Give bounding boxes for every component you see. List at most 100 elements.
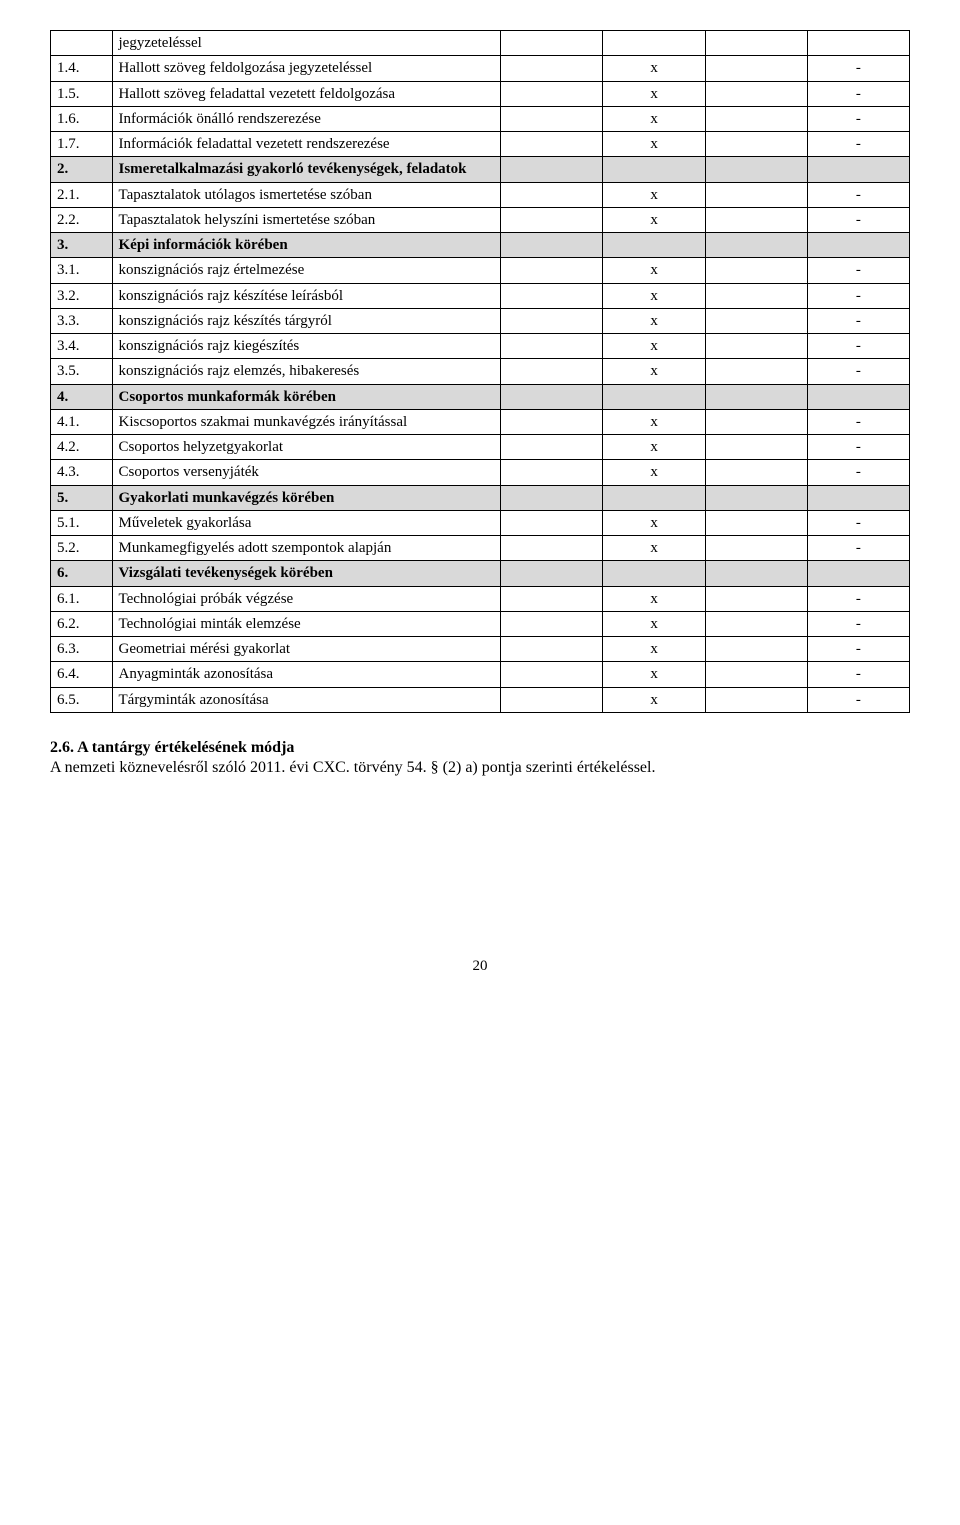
row-description: Gyakorlati munkavégzés körében	[112, 485, 501, 510]
row-description: Hallott szöveg feldolgozása jegyzeteléss…	[112, 56, 501, 81]
row-col-3	[705, 662, 807, 687]
row-col-2: x	[603, 536, 705, 561]
row-description: Kiscsoportos szakmai munkavégzés irányít…	[112, 409, 501, 434]
row-col-4	[807, 31, 909, 56]
row-col-3	[705, 611, 807, 636]
row-col-2: x	[603, 182, 705, 207]
table-row: 5.1.Műveletek gyakorlásax-	[51, 510, 910, 535]
row-col-1	[501, 435, 603, 460]
row-col-1	[501, 308, 603, 333]
row-col-1	[501, 485, 603, 510]
row-description: Geometriai mérési gyakorlat	[112, 637, 501, 662]
row-col-3	[705, 233, 807, 258]
row-col-4	[807, 384, 909, 409]
row-col-1	[501, 106, 603, 131]
row-col-3	[705, 31, 807, 56]
row-col-2	[603, 31, 705, 56]
row-number: 6.	[51, 561, 113, 586]
row-col-2: x	[603, 687, 705, 712]
row-col-3	[705, 334, 807, 359]
row-description: konszignációs rajz kiegészítés	[112, 334, 501, 359]
row-col-2: x	[603, 611, 705, 636]
row-col-2: x	[603, 283, 705, 308]
row-number: 3.2.	[51, 283, 113, 308]
row-description: Technológiai próbák végzése	[112, 586, 501, 611]
footer-title: 2.6. A tantárgy értékelésének módja	[50, 739, 910, 757]
row-number: 4.	[51, 384, 113, 409]
row-col-1	[501, 207, 603, 232]
table-row: 1.6.Információk önálló rendszerezésex-	[51, 106, 910, 131]
row-number: 1.7.	[51, 132, 113, 157]
table-row: 6.5.Tárgyminták azonosításax-	[51, 687, 910, 712]
row-col-4	[807, 485, 909, 510]
row-col-2: x	[603, 435, 705, 460]
row-description: Tárgyminták azonosítása	[112, 687, 501, 712]
row-col-3	[705, 687, 807, 712]
row-col-2	[603, 485, 705, 510]
row-col-2: x	[603, 308, 705, 333]
row-col-3	[705, 283, 807, 308]
section-row: 2.Ismeretalkalmazási gyakorló tevékenysé…	[51, 157, 910, 182]
row-col-1	[501, 561, 603, 586]
row-col-4: -	[807, 334, 909, 359]
table-row: 3.1.konszignációs rajz értelmezésex-	[51, 258, 910, 283]
row-col-1	[501, 687, 603, 712]
row-col-1	[501, 409, 603, 434]
table-row: 4.1.Kiscsoportos szakmai munkavégzés irá…	[51, 409, 910, 434]
row-description: Ismeretalkalmazási gyakorló tevékenysége…	[112, 157, 501, 182]
row-col-2: x	[603, 662, 705, 687]
row-number	[51, 31, 113, 56]
row-col-3	[705, 359, 807, 384]
row-col-3	[705, 207, 807, 232]
row-number: 1.5.	[51, 81, 113, 106]
row-col-4	[807, 157, 909, 182]
curriculum-tbody: jegyzeteléssel1.4.Hallott szöveg feldolg…	[51, 31, 910, 713]
row-col-4: -	[807, 510, 909, 535]
row-col-4: -	[807, 207, 909, 232]
row-col-2: x	[603, 56, 705, 81]
row-description: konszignációs rajz készítés tárgyról	[112, 308, 501, 333]
table-row: 6.2.Technológiai minták elemzésex-	[51, 611, 910, 636]
row-col-2: x	[603, 409, 705, 434]
row-col-3	[705, 536, 807, 561]
row-col-2: x	[603, 106, 705, 131]
row-number: 2.2.	[51, 207, 113, 232]
row-col-3	[705, 561, 807, 586]
row-description: Tapasztalatok utólagos ismertetése szóba…	[112, 182, 501, 207]
row-col-3	[705, 182, 807, 207]
table-row: 2.2.Tapasztalatok helyszíni ismertetése …	[51, 207, 910, 232]
row-number: 4.1.	[51, 409, 113, 434]
row-col-1	[501, 334, 603, 359]
row-col-4: -	[807, 687, 909, 712]
row-col-3	[705, 460, 807, 485]
footer-body: A nemzeti köznevelésről szóló 2011. évi …	[50, 757, 910, 779]
table-row: 3.2.konszignációs rajz készítése leírásb…	[51, 283, 910, 308]
row-col-2	[603, 384, 705, 409]
row-col-2: x	[603, 460, 705, 485]
row-number: 5.	[51, 485, 113, 510]
row-number: 3.3.	[51, 308, 113, 333]
table-row: 5.2.Munkamegfigyelés adott szempontok al…	[51, 536, 910, 561]
row-description: Tapasztalatok helyszíni ismertetése szób…	[112, 207, 501, 232]
row-col-4: -	[807, 359, 909, 384]
row-description: Képi információk körében	[112, 233, 501, 258]
row-col-4: -	[807, 586, 909, 611]
row-col-1	[501, 258, 603, 283]
table-row: 4.2.Csoportos helyzetgyakorlatx-	[51, 435, 910, 460]
row-col-3	[705, 132, 807, 157]
row-col-1	[501, 283, 603, 308]
row-col-2: x	[603, 637, 705, 662]
row-col-4: -	[807, 258, 909, 283]
row-number: 3.1.	[51, 258, 113, 283]
row-description: konszignációs rajz készítése leírásból	[112, 283, 501, 308]
row-description: Technológiai minták elemzése	[112, 611, 501, 636]
table-row: 6.3.Geometriai mérési gyakorlatx-	[51, 637, 910, 662]
row-description: konszignációs rajz elemzés, hibakeresés	[112, 359, 501, 384]
row-col-2	[603, 157, 705, 182]
row-col-3	[705, 510, 807, 535]
row-col-3	[705, 157, 807, 182]
row-col-4	[807, 561, 909, 586]
page-number: 20	[50, 958, 910, 975]
row-number: 1.6.	[51, 106, 113, 131]
curriculum-table: jegyzeteléssel1.4.Hallott szöveg feldolg…	[50, 30, 910, 713]
